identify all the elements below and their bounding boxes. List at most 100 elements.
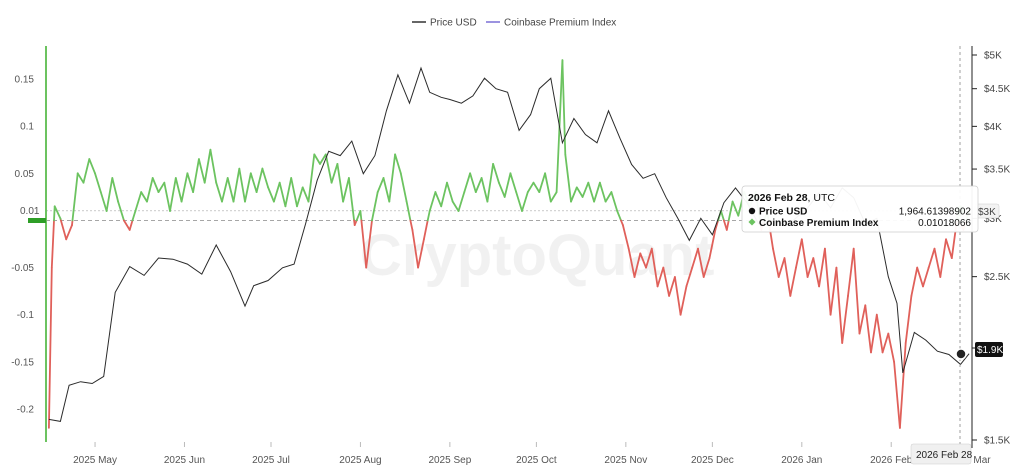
premium-segment-positive	[399, 172, 408, 203]
premium-segment-positive	[336, 162, 345, 203]
premium-right-badge: $3K	[974, 203, 1000, 219]
premium-segment-positive	[428, 191, 437, 212]
premium-segment-negative	[697, 247, 705, 278]
legend: Price USD Coinbase Premium Index	[412, 18, 616, 29]
premium-segment-negative	[650, 247, 659, 288]
premium-segment-negative	[818, 247, 826, 288]
premium-segment-negative	[633, 252, 642, 278]
premium-segment-positive	[88, 158, 96, 175]
premium-segment-positive	[469, 172, 477, 194]
premium-segment-negative	[852, 247, 861, 335]
premium-segment-positive	[117, 200, 125, 222]
premium-segment-positive	[587, 181, 595, 203]
tooltip-price-value: 1,964.61398902	[899, 207, 972, 218]
premium-segment-positive	[593, 181, 601, 203]
premium-segment-negative	[411, 228, 420, 269]
premium-segment-negative	[772, 247, 780, 278]
premium-right-value: $3K	[978, 207, 996, 218]
right-tick-label: $4.5K	[984, 84, 1010, 95]
premium-segment-positive	[278, 181, 287, 208]
premium-segment-negative	[662, 266, 670, 297]
premium-segment-negative	[65, 224, 73, 241]
premium-segment-negative	[645, 247, 653, 269]
premium-segment-negative	[841, 294, 849, 344]
right-axis-ticks: $5K$4.5K$4K$3.5K$3K$2.5K$2K$1.5K	[972, 51, 1010, 447]
svg-text:2026 Feb 28, UTC: 2026 Feb 28, UTC	[748, 192, 835, 204]
premium-segment-positive	[186, 172, 195, 194]
premium-segment-negative	[812, 257, 820, 288]
x-tick-label: 2025 Sep	[428, 455, 471, 466]
premium-segment-negative	[679, 285, 688, 316]
tooltip-premium-value: 0.01018066	[918, 218, 971, 229]
left-axis-ticks: 0.15 0.1 0.05 -0.05 -0.1 -0.15 -0.2	[11, 75, 34, 416]
premium-segment-positive	[440, 181, 448, 208]
premium-segment-positive	[532, 181, 541, 194]
left-tick-label: -0.15	[11, 357, 34, 368]
premium-segment-positive	[99, 191, 108, 212]
crosshair-date: 2026 Feb 28	[916, 450, 973, 461]
right-tick-label: $3K	[984, 214, 1002, 225]
premium-current-value: 0.01	[20, 206, 40, 217]
tooltip-date: 2026 Feb 28	[748, 192, 808, 204]
premium-segment-positive	[163, 181, 171, 212]
premium-segment-positive	[192, 158, 200, 194]
premium-segment-positive	[290, 177, 298, 208]
premium-segment-negative	[128, 219, 134, 231]
premium-segment-positive	[474, 177, 483, 194]
left-tick-label: 0.05	[15, 169, 35, 180]
premium-segment-positive	[238, 167, 246, 203]
premium-segment-positive	[394, 153, 402, 175]
premium-segment-positive	[426, 210, 431, 222]
premium-segment-positive	[53, 205, 56, 222]
premium-segment-positive	[451, 200, 460, 212]
premium-segment-negative	[875, 313, 884, 354]
premium-segment-positive	[446, 181, 454, 203]
x-tick-label: 2025 Jun	[164, 455, 205, 466]
x-tick-label: 2025 Aug	[339, 455, 381, 466]
premium-segment-positive	[226, 177, 235, 203]
premium-segment-positive	[521, 191, 529, 212]
premium-segment-positive	[604, 191, 613, 203]
premium-segment-negative	[783, 257, 792, 297]
premium-segment-positive	[492, 162, 500, 184]
price-right-badge: $1.9K	[975, 342, 1003, 357]
premium-segment-negative	[708, 228, 717, 260]
premium-segment-negative	[933, 247, 942, 278]
premium-segment-negative	[50, 219, 55, 269]
premium-segment-positive	[319, 153, 327, 165]
premium-segment-positive	[157, 181, 166, 194]
x-tick-label: 2025 Dec	[691, 455, 734, 466]
right-tick-label: $1.5K	[984, 436, 1010, 447]
premium-segment-positive	[111, 177, 119, 203]
premium-segment-positive	[296, 186, 304, 208]
premium-segment-positive	[538, 172, 546, 194]
premium-segment-negative	[904, 294, 913, 344]
premium-segment-negative	[945, 238, 953, 260]
x-tick-label: 2025 Jul	[252, 455, 290, 466]
premium-segment-negative	[123, 219, 131, 231]
premium-segment-positive	[313, 153, 321, 165]
premium-segment-positive	[463, 172, 472, 194]
premium-segment-negative	[365, 219, 373, 269]
premium-segment-positive	[720, 210, 725, 222]
premium-segment-positive	[599, 181, 607, 203]
legend-label-premium[interactable]: Coinbase Premium Index	[504, 18, 616, 29]
premium-segment-positive	[486, 162, 495, 203]
premium-segment-negative	[622, 224, 630, 250]
premium-segment-positive	[94, 172, 102, 194]
premium-segment-negative	[725, 219, 730, 231]
premium-segment-positive	[405, 200, 412, 222]
premium-segment-positive	[131, 210, 137, 222]
legend-label-price[interactable]: Price USD	[430, 18, 477, 29]
premium-segment-positive	[515, 191, 523, 212]
premium-segment-positive	[457, 191, 466, 212]
price-right-value: $1.9K	[977, 345, 1003, 356]
premium-segment-negative	[777, 257, 786, 278]
premium-segment-negative	[360, 219, 368, 269]
crosshair-date-badge: 2026 Feb 28	[910, 443, 973, 465]
tooltip-price-label: Price USD	[759, 207, 807, 218]
premium-segment-negative	[691, 247, 699, 269]
premium-segment-negative	[922, 266, 930, 288]
premium-segment-positive	[134, 191, 143, 212]
